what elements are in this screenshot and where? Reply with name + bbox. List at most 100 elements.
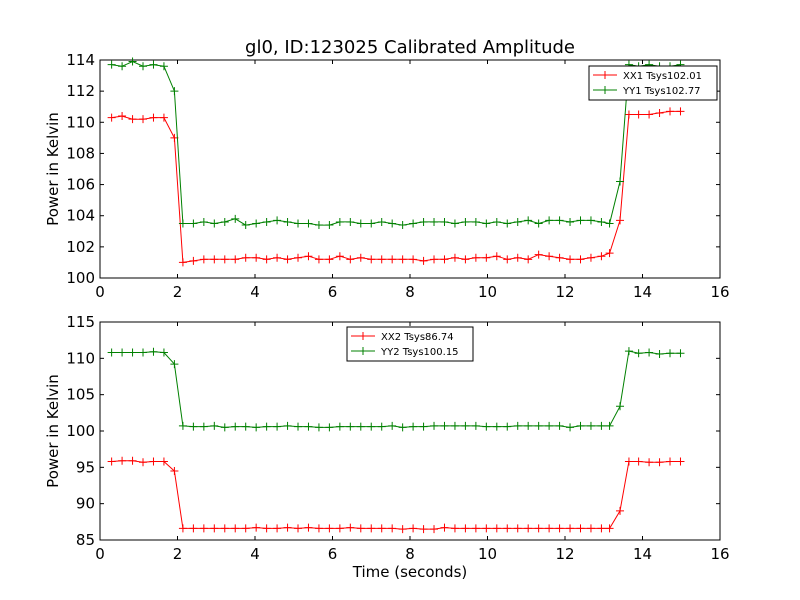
data-point bbox=[616, 177, 625, 186]
data-point bbox=[645, 348, 654, 357]
data-point bbox=[377, 255, 386, 264]
y-tick-label: 110 bbox=[66, 113, 95, 131]
data-point bbox=[398, 255, 407, 264]
data-point bbox=[159, 113, 168, 122]
data-point bbox=[482, 524, 491, 533]
data-point bbox=[576, 216, 585, 225]
data-point bbox=[655, 108, 664, 117]
x-tick-label: 10 bbox=[478, 545, 497, 563]
data-point bbox=[566, 255, 575, 264]
data-point bbox=[325, 524, 334, 533]
data-point bbox=[492, 217, 501, 226]
y-tick-label: 114 bbox=[66, 51, 95, 69]
data-point bbox=[471, 524, 480, 533]
data-point bbox=[210, 421, 219, 430]
data-point bbox=[566, 217, 575, 226]
data-point bbox=[241, 524, 250, 533]
x-tick-label: 6 bbox=[328, 283, 338, 301]
data-point bbox=[304, 422, 313, 431]
legend-box-2 bbox=[346, 326, 474, 362]
data-point bbox=[666, 457, 675, 466]
data-point bbox=[241, 221, 250, 230]
legend-box-1 bbox=[588, 65, 718, 101]
data-point bbox=[440, 421, 449, 430]
data-point bbox=[461, 524, 470, 533]
data-point bbox=[503, 422, 512, 431]
data-point bbox=[576, 421, 585, 430]
data-point bbox=[367, 255, 376, 264]
legend-marker bbox=[601, 86, 609, 94]
data-point bbox=[616, 216, 625, 225]
series-line-2-2 bbox=[111, 350, 681, 428]
data-point bbox=[545, 421, 554, 430]
data-point bbox=[409, 524, 418, 533]
data-point bbox=[645, 110, 654, 119]
data-point bbox=[409, 255, 418, 264]
data-point bbox=[534, 421, 543, 430]
data-point bbox=[356, 253, 365, 262]
data-point bbox=[118, 456, 127, 465]
data-point bbox=[409, 422, 418, 431]
data-point bbox=[294, 524, 303, 533]
data-point bbox=[199, 217, 208, 226]
data-point bbox=[676, 349, 685, 358]
data-point bbox=[199, 422, 208, 431]
data-point bbox=[367, 422, 376, 431]
data-point bbox=[605, 421, 614, 430]
x-tick-label: 14 bbox=[633, 545, 652, 563]
x-tick-label: 4 bbox=[250, 283, 260, 301]
data-point bbox=[616, 402, 625, 411]
data-point bbox=[314, 255, 323, 264]
data-point bbox=[524, 216, 533, 225]
legend-marker bbox=[359, 347, 367, 355]
y-tick-label: 100 bbox=[66, 269, 95, 287]
x-tick-label: 2 bbox=[173, 283, 183, 301]
data-point bbox=[252, 253, 261, 262]
data-point bbox=[605, 249, 614, 258]
data-point bbox=[335, 217, 344, 226]
data-point bbox=[586, 253, 595, 262]
data-point bbox=[471, 421, 480, 430]
x-tick-label: 12 bbox=[555, 283, 574, 301]
data-point bbox=[189, 256, 198, 265]
data-point bbox=[482, 253, 491, 262]
data-point bbox=[231, 422, 240, 431]
data-point bbox=[492, 252, 501, 261]
data-point bbox=[189, 422, 198, 431]
data-point bbox=[220, 217, 229, 226]
data-point bbox=[107, 457, 116, 466]
data-point bbox=[149, 113, 158, 122]
data-point bbox=[566, 524, 575, 533]
data-point bbox=[139, 115, 148, 124]
data-point bbox=[304, 219, 313, 228]
data-point bbox=[252, 523, 261, 532]
x-tick-label: 0 bbox=[95, 545, 105, 563]
data-point bbox=[314, 524, 323, 533]
data-point bbox=[231, 255, 240, 264]
data-point bbox=[471, 217, 480, 226]
data-point bbox=[107, 113, 116, 122]
data-point bbox=[513, 421, 522, 430]
series-line-2-1 bbox=[111, 460, 681, 530]
data-point bbox=[634, 110, 643, 119]
figure-title: gl0, ID:123025 Calibrated Amplitude bbox=[245, 37, 575, 58]
data-point bbox=[492, 422, 501, 431]
data-point bbox=[461, 217, 470, 226]
data-point bbox=[314, 423, 323, 432]
data-point bbox=[346, 255, 355, 264]
x-tick-label: 6 bbox=[328, 545, 338, 563]
data-point bbox=[304, 252, 313, 261]
data-point bbox=[356, 422, 365, 431]
data-point bbox=[605, 219, 614, 228]
data-point bbox=[645, 458, 654, 467]
data-point bbox=[178, 524, 187, 533]
data-point bbox=[189, 219, 198, 228]
data-point bbox=[118, 62, 127, 71]
x-tick-label: 12 bbox=[555, 545, 574, 563]
x-tick-label: 14 bbox=[633, 283, 652, 301]
data-point bbox=[492, 524, 501, 533]
data-point bbox=[430, 217, 439, 226]
y-tick-label: 90 bbox=[76, 495, 95, 513]
x-tick-label: 16 bbox=[710, 545, 729, 563]
